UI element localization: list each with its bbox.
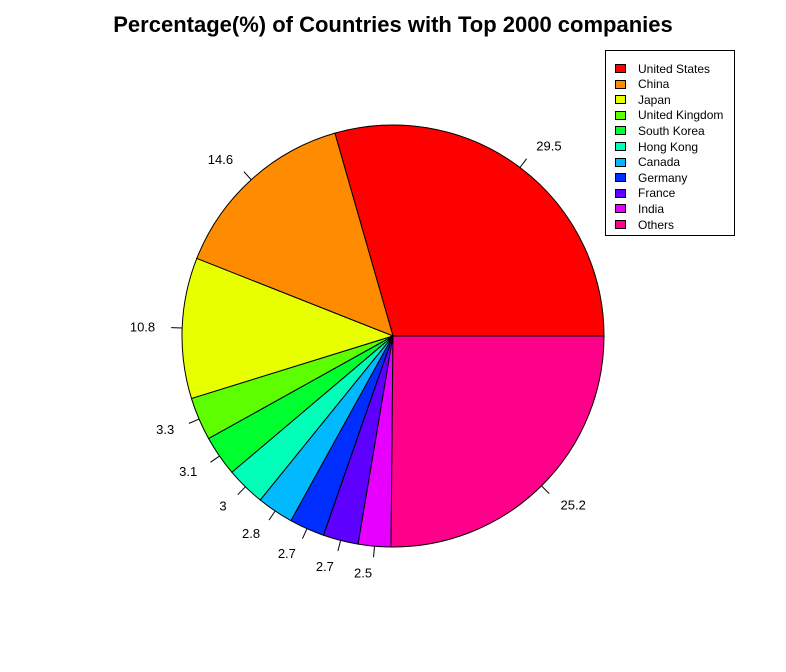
- legend-label: Others: [638, 217, 675, 232]
- legend-item-china: China: [615, 77, 669, 92]
- data-label-others: 25.2: [561, 498, 586, 513]
- data-label-germany: 2.7: [278, 546, 296, 561]
- legend-swatch: [615, 220, 626, 229]
- label-tick-others: [541, 485, 550, 495]
- legend-item-japan: Japan: [615, 92, 671, 107]
- legend: United States China Japan United Kingdom Sou…: [605, 50, 735, 236]
- legend-swatch: [615, 173, 626, 183]
- label-tick-france: [337, 540, 342, 552]
- legend-swatch: [615, 79, 626, 89]
- label-tick-united-kingdom: [188, 418, 200, 424]
- legend-label: India: [638, 201, 665, 216]
- pie-slice-others: [390, 335, 605, 548]
- legend-swatch: [615, 126, 626, 136]
- label-tick-germany: [301, 528, 308, 539]
- legend-item-united-states: United States: [615, 61, 710, 76]
- data-label-united-kingdom: 3.3: [156, 422, 174, 437]
- legend-label: Germany: [638, 170, 688, 185]
- data-label-hong-kong: 3: [219, 499, 226, 514]
- legend-item-united-kingdom: United Kingdom: [615, 108, 723, 123]
- label-tick-canada: [268, 510, 276, 521]
- label-tick-china: [243, 171, 252, 181]
- legend-swatch: [615, 142, 626, 151]
- legend-item-others: Others: [615, 217, 674, 232]
- legend-label: United States: [638, 61, 711, 76]
- legend-label: South Korea: [638, 123, 705, 138]
- legend-item-south-korea: South Korea: [615, 123, 705, 138]
- data-label-south-korea: 3.1: [179, 464, 197, 479]
- legend-item-hong-kong: Hong Kong: [615, 139, 698, 154]
- pie-slices: [181, 124, 605, 548]
- legend-item-india: India: [615, 201, 664, 216]
- pie-slice-united-states: [334, 124, 605, 337]
- legend-item-france: France: [615, 186, 675, 201]
- pie-label-ticks: [171, 158, 550, 558]
- legend-label: Canada: [638, 155, 681, 170]
- pie-slice-japan: [181, 257, 395, 400]
- legend-label: Japan: [638, 92, 671, 107]
- data-label-france: 2.7: [316, 559, 334, 574]
- pie-data-labels: 29.5 14.6 10.8 3.3 3.1 3 2.8 2.7 2.7 2.5 25.2: [130, 138, 586, 580]
- chart-title: Percentage(%) of Countries with Top 2000…: [113, 12, 673, 37]
- data-label-united-states: 29.5: [536, 138, 561, 153]
- pie-slice-china: [196, 132, 394, 337]
- label-tick-hong-kong: [237, 486, 246, 496]
- data-label-china: 14.6: [208, 152, 233, 167]
- label-tick-united-states: [519, 158, 528, 168]
- legend-swatch: [615, 110, 626, 120]
- legend-swatch: [615, 188, 626, 198]
- data-label-canada: 2.8: [242, 526, 260, 541]
- data-label-japan: 10.8: [130, 320, 155, 335]
- legend-label: United Kingdom: [638, 108, 724, 123]
- legend-swatch: [615, 64, 626, 73]
- legend-swatch: [615, 204, 626, 214]
- label-tick-south-korea: [210, 455, 220, 463]
- label-tick-india: [373, 546, 375, 558]
- data-label-india: 2.5: [354, 566, 372, 581]
- legend-swatch: [615, 95, 626, 105]
- legend-label: France: [638, 186, 676, 201]
- legend-item-canada: Canada: [615, 155, 680, 170]
- legend-label: China: [638, 77, 670, 92]
- legend-swatch: [615, 157, 626, 167]
- legend-label: Hong Kong: [638, 139, 699, 154]
- legend-item-germany: Germany: [615, 170, 687, 185]
